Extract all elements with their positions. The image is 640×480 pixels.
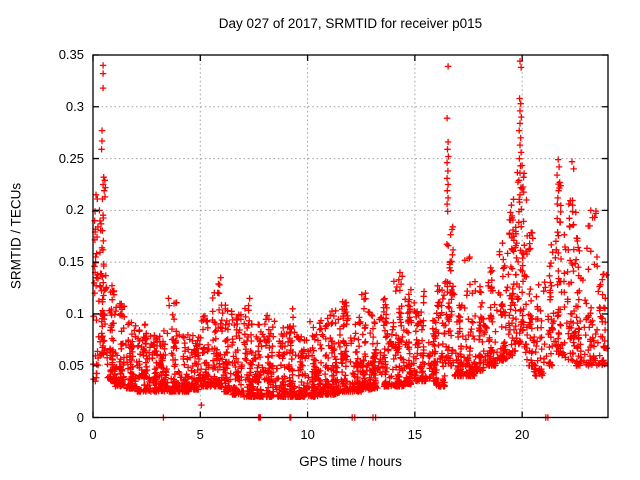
x-tick-label: 15 (407, 427, 423, 442)
x-axis-title: GPS time / hours (299, 454, 402, 469)
chart-title: Day 027 of 2017, SRMTID for receiver p01… (218, 16, 483, 31)
y-tick-label: 0.1 (65, 305, 84, 321)
x-tick-label: 20 (514, 427, 530, 442)
y-tick-label: 0.25 (58, 150, 84, 166)
x-tick-label: 10 (300, 427, 315, 442)
y-tick-label: 0.3 (65, 98, 84, 114)
y-tick-label: 0 (76, 409, 84, 425)
y-tick-label: 0.15 (58, 254, 84, 270)
x-tick-label: 5 (196, 427, 204, 442)
y-tick-label: 0.35 (58, 47, 84, 62)
y-tick-label: 0.2 (65, 202, 84, 218)
scatter-point-markers (90, 58, 611, 421)
x-tick-label: 0 (89, 427, 97, 442)
y-axis-title: SRMTID / TECUs (8, 182, 24, 290)
plot-border (92, 54, 609, 419)
y-tick-label: 0.05 (58, 357, 84, 373)
